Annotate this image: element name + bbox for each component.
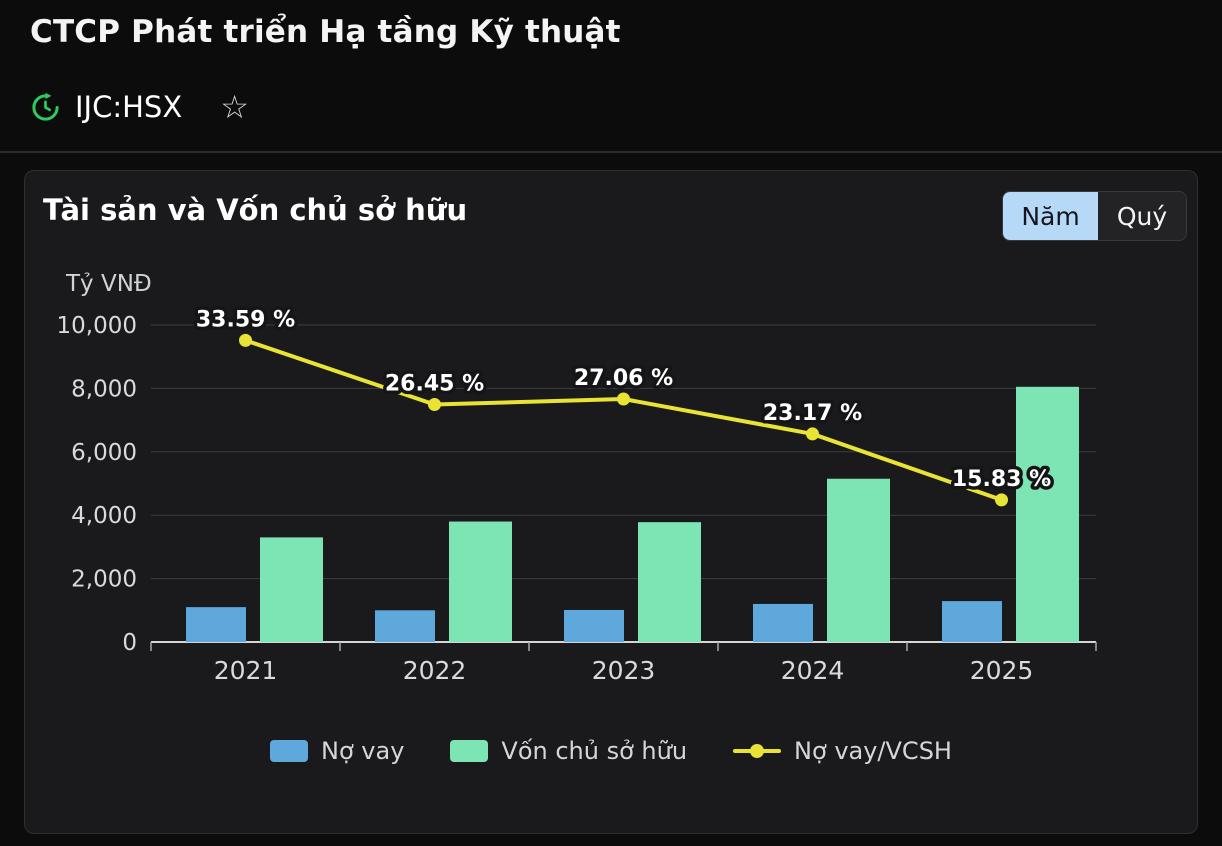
toggle-quarter-button[interactable]: Quý [1098,192,1186,240]
header-divider [0,151,1222,153]
ticker-symbol: IJC:HSX [75,90,183,124]
ratio-data-label: 23.17 % [763,401,862,426]
ratio-line [243,338,1004,502]
bar-no-vay-2024[interactable] [753,603,813,642]
assets-equity-chart: 10,000 8,000 6,000 4,000 2,000 0 2021 2022 2023 2… [57,304,1097,685]
bar-von-chu-so-huu-2021[interactable] [260,537,323,642]
y-axis-unit-label: Tỷ VNĐ [66,271,152,297]
x-category-label: 2021 [214,656,278,685]
x-category-label: 2023 [592,656,656,685]
toggle-year-button[interactable]: Năm [1003,192,1098,240]
ratio-point-2024[interactable] [806,427,819,441]
chart-area: 10,000 8,000 6,000 4,000 2,000 0 2021 2022 2023 2… [41,301,1111,713]
y-tick-label: 0 [122,630,137,656]
assets-equity-panel: Tài sản và Vốn chủ sở hữu Năm Quý Tỷ VNĐ… [24,170,1198,834]
legend-line-marker-icon [733,740,782,762]
legend-item-0[interactable]: Nợ vay [270,737,404,765]
ratio-point-2022[interactable] [428,397,441,411]
legend-label: Vốn chủ sở hữu [501,737,688,765]
company-name-title: CTCP Phát triển Hạ tầng Kỹ thuật [30,14,621,50]
ratio-point-2021[interactable] [239,333,252,347]
legend-swatch-icon [450,740,489,762]
y-tick-label: 6,000 [71,440,137,466]
favorite-star-icon[interactable]: ☆ [220,88,249,126]
ratio-data-label: 26.45 % [385,371,484,396]
bar-no-vay-2023[interactable] [564,609,624,642]
x-category-label: 2025 [970,656,1034,685]
chart-legend: Nợ vay Vốn chủ sở hữu Nợ vay/VCSH [25,737,1197,765]
ticker-row: IJC:HSX ☆ [30,90,249,124]
ratio-data-label: 15.83 % [952,467,1051,492]
y-tick-label: 2,000 [71,567,137,593]
y-tick-label: 8,000 [71,376,137,402]
bar-von-chu-so-huu-2022[interactable] [449,521,512,642]
bar-von-chu-so-huu-2023[interactable] [638,522,701,642]
x-category-label: 2024 [781,656,845,685]
legend-label: Nợ vay [321,737,405,765]
legend-item-2[interactable]: Nợ vay/VCSH [733,737,952,765]
bar-no-vay-2021[interactable] [186,607,246,642]
x-category-label: 2022 [403,656,467,685]
market-status-clock-icon [30,92,61,123]
legend-item-1[interactable]: Vốn chủ sở hữu [450,737,687,765]
chart-title: Tài sản và Vốn chủ sở hữu [43,193,468,227]
legend-swatch-icon [270,740,309,762]
legend-label: Nợ vay/VCSH [794,737,952,765]
ratio-data-label: 33.59 % [196,307,295,332]
period-toggle: Năm Quý [1002,191,1187,241]
bar-no-vay-2022[interactable] [375,610,435,642]
ratio-point-2023[interactable] [617,392,630,406]
bar-von-chu-so-huu-2024[interactable] [827,478,890,642]
y-tick-label: 10,000 [57,313,137,339]
y-tick-label: 4,000 [71,503,137,529]
ratio-point-2025[interactable] [995,493,1008,507]
bar-no-vay-2025[interactable] [942,601,1002,642]
legend-line-dot [750,744,765,758]
ratio-data-label: 27.06 % [574,366,673,391]
bar-von-chu-so-huu-2025[interactable] [1016,386,1079,642]
